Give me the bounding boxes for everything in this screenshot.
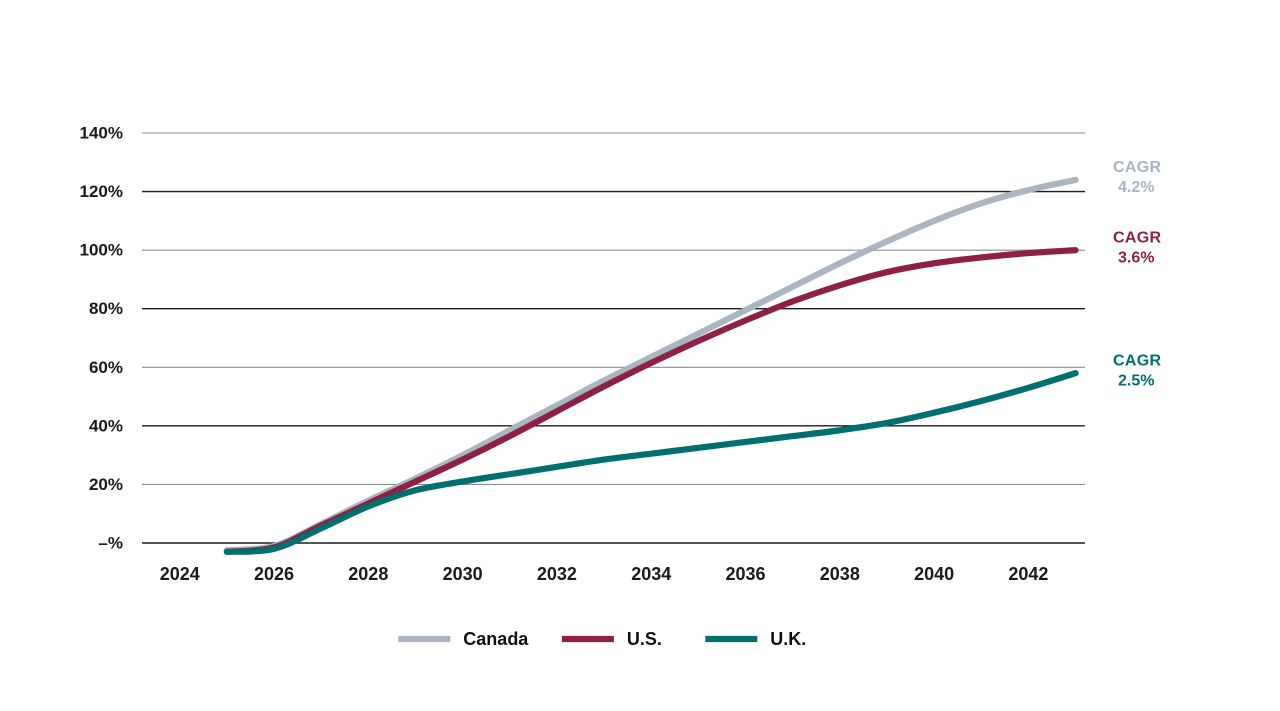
cagr-value-canada: 4.2% xyxy=(1118,179,1154,196)
x-axis-tick-label: 2026 xyxy=(254,564,294,584)
x-axis-tick-labels: 2024 2026 2028 2030 2032 2034 2036 2038 2040 2042 xyxy=(160,564,1049,584)
cagr-label-us: CAGR xyxy=(1113,229,1161,246)
series-lines xyxy=(223,176,1079,555)
series-line-uk xyxy=(223,370,1079,555)
y-axis-tick-label: 100% xyxy=(80,241,123,260)
legend-label-canada: Canada xyxy=(463,629,529,649)
y-axis-tick-label: 140% xyxy=(80,123,123,142)
x-axis-tick-label: 2042 xyxy=(1008,564,1048,584)
x-axis-tick-label: 2036 xyxy=(725,564,765,584)
cagr-label-uk: CAGR xyxy=(1113,352,1161,369)
gridlines xyxy=(142,132,1085,544)
cagr-label-canada: CAGR xyxy=(1113,159,1161,176)
y-axis-tick-label: 40% xyxy=(89,416,123,435)
x-axis-tick-label: 2030 xyxy=(443,564,483,584)
x-axis-tick-label: 2024 xyxy=(160,564,200,584)
y-axis-tick-labels: 140% 120% 100% 80% 60% 40% 20% –% xyxy=(80,123,123,552)
x-axis-tick-label: 2028 xyxy=(348,564,388,584)
x-axis-tick-label: 2034 xyxy=(631,564,671,584)
y-axis-tick-label: 80% xyxy=(89,299,123,318)
y-axis-tick-label: 60% xyxy=(89,358,123,377)
y-axis-tick-label: 20% xyxy=(89,475,123,494)
y-axis-tick-label: 120% xyxy=(80,182,123,201)
x-axis-tick-label: 2038 xyxy=(820,564,860,584)
cagr-value-uk: 2.5% xyxy=(1118,372,1154,389)
x-axis-tick-label: 2032 xyxy=(537,564,577,584)
x-axis-tick-label: 2040 xyxy=(914,564,954,584)
cagr-annotations: CAGR 4.2% CAGR 3.6% CAGR 2.5% xyxy=(1113,159,1161,389)
legend-label-us: U.S. xyxy=(627,629,662,649)
y-axis-tick-label: –% xyxy=(98,533,123,552)
cagr-value-us: 3.6% xyxy=(1118,249,1154,266)
legend-label-uk: U.K. xyxy=(770,629,806,649)
chart-legend: Canada U.S. U.K. xyxy=(398,629,806,649)
